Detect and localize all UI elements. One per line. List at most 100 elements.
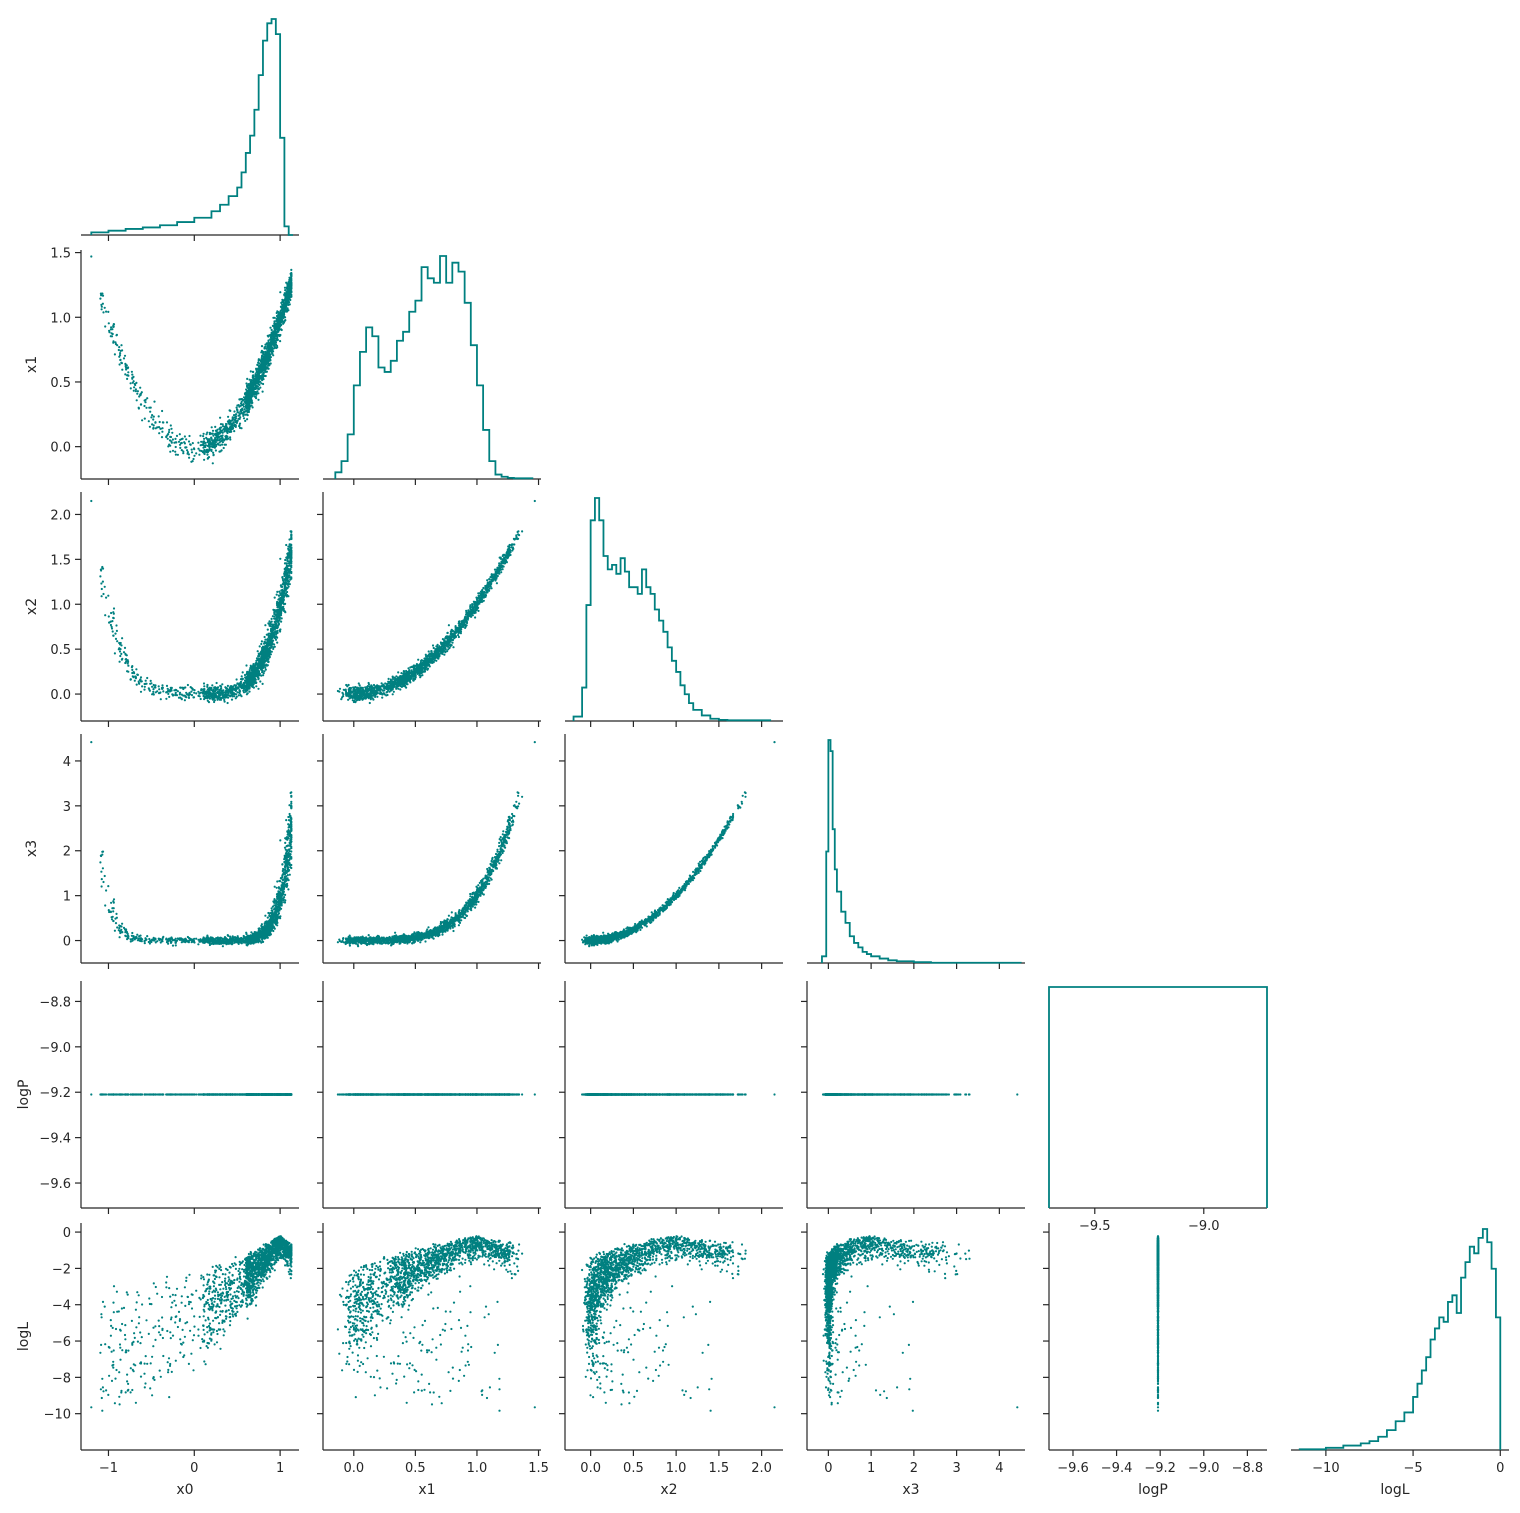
scatter-point [229,438,231,440]
scatter-point [107,311,109,313]
scatter-point [101,595,103,597]
scatter-point [101,588,103,590]
scatter-point [198,693,200,695]
scatter-point [184,442,186,444]
scatter-point [212,444,214,446]
scatter-point [121,362,123,364]
scatter-point [151,686,153,688]
scatter-point [246,385,248,387]
scatter-point [276,642,278,644]
scatter-point [152,688,154,690]
scatter-point [205,450,207,452]
scatter-point [270,362,272,364]
scatter-point [263,672,265,674]
scatter-point [289,296,291,298]
scatter-point [124,647,126,649]
scatter-point [425,655,427,657]
scatter-point [191,451,193,453]
scatter-point [392,693,394,695]
scatter-point [104,614,106,616]
scatter-point [400,672,402,674]
scatter-point [149,426,151,428]
scatter-point [203,682,205,684]
scatter-point [238,404,240,406]
scatter-point [197,448,199,450]
scatter-point [125,658,127,660]
scatter-point [284,589,286,591]
scatter-point [255,681,257,683]
scatter-point [486,591,488,593]
scatter-point [261,350,263,352]
scatter-point [276,594,278,596]
scatter-point [159,428,161,430]
scatter-point [212,435,214,437]
scatter-point [431,650,433,652]
scatter-point [280,598,282,600]
scatter-point [246,378,248,380]
scatter-point [264,636,266,638]
scatter-point [265,362,267,364]
scatter-point [278,335,280,337]
scatter-point [279,605,281,607]
scatter-points [337,500,536,704]
scatter-point [252,669,254,671]
scatter-point [290,556,292,558]
scatter-point [258,674,260,676]
scatter-point [286,283,288,285]
scatter-point [264,344,266,346]
scatter-point [220,423,222,425]
scatter-point [192,442,194,444]
scatter-point [260,643,262,645]
scatter-point [139,387,141,389]
scatter-point [111,332,113,334]
scatter-point [271,631,273,633]
scatter-point [274,344,276,346]
scatter-point [265,357,267,359]
scatter-point [188,457,190,459]
scatter-point [283,303,285,305]
scatter-point [464,624,466,626]
scatter-point [261,656,263,658]
scatter-point [214,688,216,690]
scatter-point [221,689,223,691]
scatter-point [266,352,268,354]
scatter-point [209,688,211,690]
scatter-point [143,689,145,691]
scatter-point [230,427,232,429]
scatter-point [283,574,285,576]
scatter-point [236,421,238,423]
scatter-point [131,666,133,668]
scatter-point [193,692,195,694]
scatter-point [120,644,122,646]
scatter-point [126,670,128,672]
scatter-point [284,559,286,561]
scatter-point [511,549,513,551]
scatter-point [276,621,278,623]
scatter-point [206,684,208,686]
scatter-point [211,698,213,700]
scatter-point [290,538,292,540]
scatter-point [259,387,261,389]
scatter-point [203,685,205,687]
scatter-point [486,579,488,581]
scatter-point [169,690,171,692]
scatter-point [112,630,114,632]
scatter-point [161,431,163,433]
scatter-point [259,652,261,654]
scatter-point [154,686,156,688]
scatter-point [127,665,129,667]
scatter-point [215,439,217,441]
scatter-point [211,426,213,428]
scatter-point [144,686,146,688]
scatter-point [219,696,221,698]
scatter-point [179,433,181,435]
scatter-point [236,678,238,680]
scatter-point [269,359,271,361]
scatter-point [220,426,222,428]
panel-x1-vs-x1 [323,256,541,485]
scatter-point [261,362,263,364]
scatter-point [270,628,272,630]
scatter-point [119,363,121,365]
scatter-point [258,677,260,679]
scatter-point [399,688,401,690]
